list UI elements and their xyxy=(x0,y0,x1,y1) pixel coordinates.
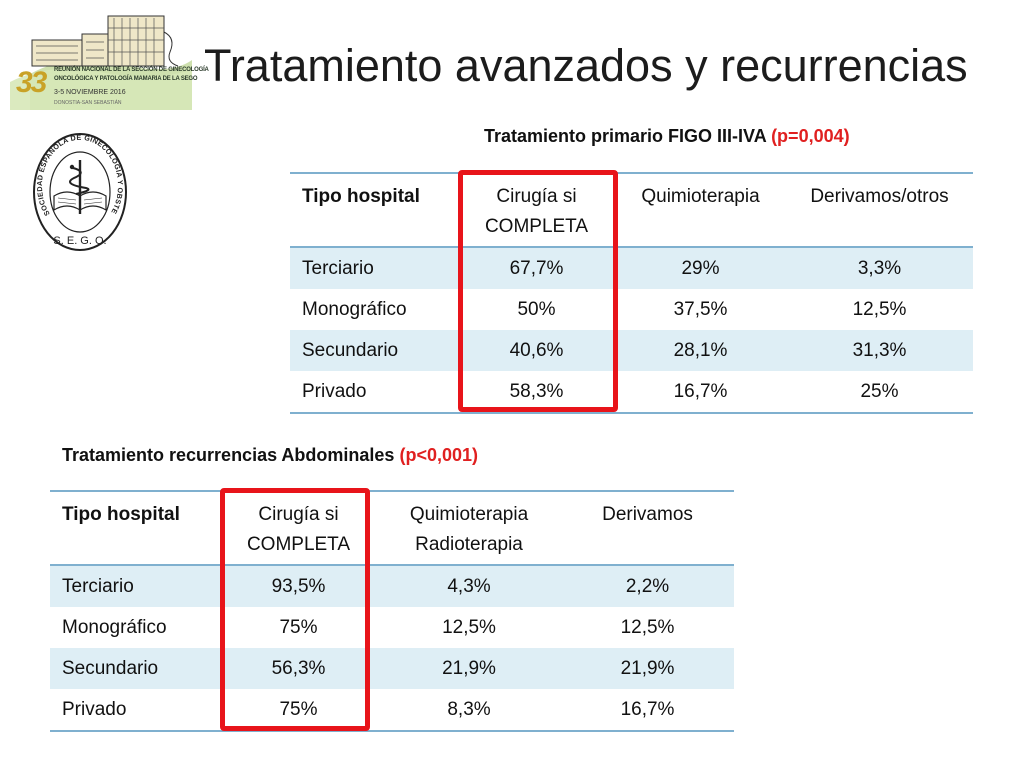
cell-value: 40,6% xyxy=(509,339,564,361)
table2-caption-text: Tratamiento recurrencias Abdominales xyxy=(62,445,395,465)
cell-value: 16,7% xyxy=(615,371,786,414)
cell-value: 29% xyxy=(681,257,720,279)
cell-value: 3,3% xyxy=(857,257,902,279)
table-row: Secundario 56,3% 21,9% 21,9% xyxy=(50,648,734,689)
cell-hospital: Privado xyxy=(290,371,458,414)
table-row: Privado 58,3% 16,7% 25% xyxy=(290,371,973,414)
cell-value: 75% xyxy=(279,616,318,638)
seal-bottom-text: S. E. G. O. xyxy=(53,235,106,247)
cell-value: 12,5% xyxy=(442,616,496,638)
sego-seal-logo: SOCIEDAD ESPAÑOLA DE GINECOLOGÍA Y OBSTE… xyxy=(30,130,127,251)
cell-value: 31,3% xyxy=(852,339,907,361)
cell-value: 75% xyxy=(220,689,377,732)
congress-name-line2: ONCOLÓGICA Y PATOLOGÍA MAMARIA DE LA SEG… xyxy=(54,76,198,82)
cell-value: 16,7% xyxy=(561,689,734,732)
cell-hospital: Terciario xyxy=(62,575,134,597)
header-derivamos: Derivamos xyxy=(561,490,734,566)
cell-value: 28,1% xyxy=(673,339,728,361)
cell-hospital: Secundario xyxy=(302,339,399,361)
table1-caption-text: Tratamiento primario FIGO III-IVA xyxy=(484,126,767,146)
cell-hospital: Secundario xyxy=(62,657,159,679)
primary-treatment-table: Tipo hospital Cirugía si COMPLETA Quimio… xyxy=(290,172,973,414)
cell-value: 21,9% xyxy=(442,657,496,679)
cell-value: 50% xyxy=(517,298,556,320)
cell-value: 37,5% xyxy=(673,298,728,320)
header-cirugia-completa: Cirugía si COMPLETA xyxy=(458,172,615,248)
cell-value: 67,7% xyxy=(509,257,564,279)
table-row: Monográfico 50% 37,5% 12,5% xyxy=(290,289,973,330)
table-header-row: Tipo hospital Cirugía si COMPLETA Quimio… xyxy=(290,172,973,248)
header-quimioterapia-radioterapia: Quimioterapia Radioterapia xyxy=(377,490,561,566)
cell-value: 58,3% xyxy=(458,371,615,414)
table-row: Privado 75% 8,3% 16,7% xyxy=(50,689,734,732)
cell-hospital: Monográfico xyxy=(62,616,167,638)
cell-value: 2,2% xyxy=(625,575,670,597)
header-derivamos-otros: Derivamos/otros xyxy=(786,172,973,248)
cell-value: 12,5% xyxy=(852,298,907,320)
table-header-row: Tipo hospital Cirugía si COMPLETA Quimio… xyxy=(50,490,734,566)
congress-logo-graphic xyxy=(10,15,192,110)
cell-value: 8,3% xyxy=(377,689,561,732)
congress-name-line1: REUNIÓN NACIONAL DE LA SECCIÓN DE GINECO… xyxy=(54,67,209,73)
table2-caption: Tratamiento recurrencias Abdominales (p<… xyxy=(62,445,478,466)
recurrence-treatment-table: Tipo hospital Cirugía si COMPLETA Quimio… xyxy=(50,490,734,732)
table2-pvalue: (p<0,001) xyxy=(399,445,479,465)
congress-city: DONOSTIA-SAN SEBASTIÁN xyxy=(54,100,122,106)
header-tipo-hospital: Tipo hospital xyxy=(290,172,458,248)
table-row: Secundario 40,6% 28,1% 31,3% xyxy=(290,330,973,371)
congress-dates: 3-5 NOVIEMBRE 2016 xyxy=(54,89,126,96)
header-tipo-hospital: Tipo hospital xyxy=(50,490,220,566)
header-cirugia-completa: Cirugía si COMPLETA xyxy=(220,490,377,566)
cell-value: 21,9% xyxy=(620,657,675,679)
table1-caption: Tratamiento primario FIGO III-IVA (p=0,0… xyxy=(484,126,850,147)
header-quimioterapia: Quimioterapia xyxy=(615,172,786,248)
page-title: Tratamiento avanzados y recurrencias xyxy=(204,40,968,91)
cell-value: 56,3% xyxy=(271,657,326,679)
cell-value: 93,5% xyxy=(271,575,326,597)
table-row: Terciario 93,5% 4,3% 2,2% xyxy=(50,565,734,607)
congress-logo: 33 REUNIÓN NACIONAL DE LA SECCIÓN DE GIN… xyxy=(10,12,209,110)
cell-value: 4,3% xyxy=(447,575,491,597)
cell-hospital: Terciario xyxy=(302,257,374,279)
cell-hospital: Privado xyxy=(50,689,220,732)
table-row: Monográfico 75% 12,5% 12,5% xyxy=(50,607,734,648)
cell-hospital: Monográfico xyxy=(302,298,407,320)
cell-value: 12,5% xyxy=(620,616,675,638)
congress-number: 33 xyxy=(16,66,47,99)
table-row: Terciario 67,7% 29% 3,3% xyxy=(290,247,973,289)
cell-value: 25% xyxy=(786,371,973,414)
table1-pvalue: (p=0,004) xyxy=(771,126,850,146)
